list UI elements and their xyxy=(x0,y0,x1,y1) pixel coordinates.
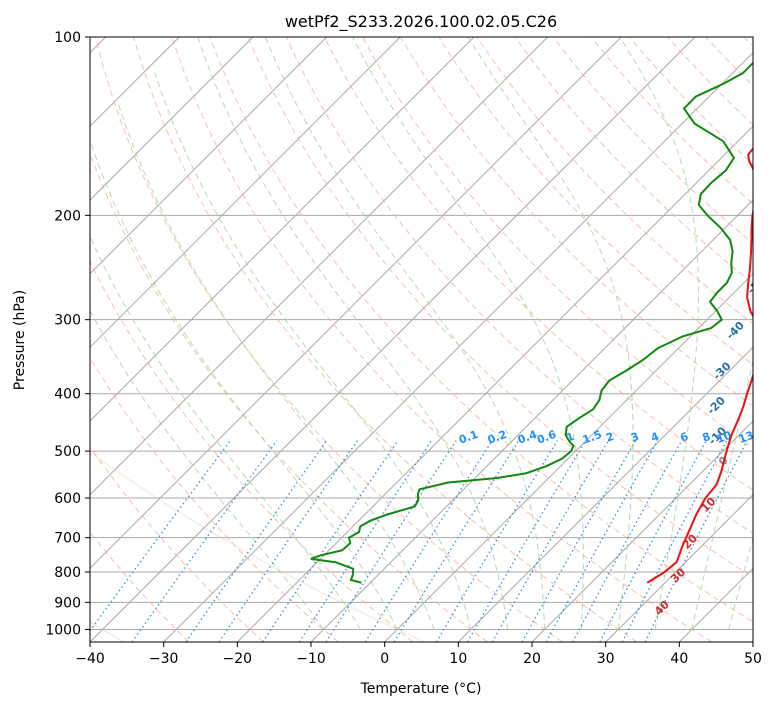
y-tick-label: 700 xyxy=(54,531,81,547)
mixing-ratio-line xyxy=(466,440,587,642)
moist-adiabat-line xyxy=(90,309,324,630)
mixing-ratio-label: 4 xyxy=(649,430,661,445)
moist-adiabat-line xyxy=(118,104,435,630)
dry-adiabat-line xyxy=(476,37,753,325)
dry-adiabat-line xyxy=(171,37,713,642)
mixing-ratio-label: 0.6 xyxy=(535,428,558,447)
mixing-ratio-line xyxy=(521,440,637,642)
mixing-ratio-line xyxy=(644,440,748,642)
moist-adiabat-line xyxy=(619,37,699,630)
isotherm-line xyxy=(90,37,401,349)
mixing-ratio-label: 6 xyxy=(679,430,691,445)
mixing-ratio-line xyxy=(491,440,609,642)
isotherm-line xyxy=(457,346,753,642)
plot-area: -100-90-80-70-60-50-40-30-20-10010203040… xyxy=(90,37,756,642)
x-tick-label: −20 xyxy=(223,651,253,667)
dry-adiabat-line xyxy=(514,37,753,285)
mixing-ratio-line xyxy=(599,440,707,642)
dewpoint-profile-line xyxy=(310,61,753,584)
dry-adiabat-line xyxy=(209,37,753,623)
x-tick-label: −30 xyxy=(149,651,179,667)
dry-adiabat-line xyxy=(90,445,264,642)
moist-adiabat-line xyxy=(691,357,753,630)
mixing-ratio-line xyxy=(185,440,328,642)
mixing-ratio-label: 0.4 xyxy=(516,428,539,447)
y-axis-label: Pressure (hPa) xyxy=(12,290,28,390)
x-tick-label: 30 xyxy=(597,651,615,667)
temperature-profile-line xyxy=(646,147,753,584)
y-tick-label: 800 xyxy=(54,565,81,581)
mixing-ratio-label: 0.1 xyxy=(457,428,480,447)
isotherm-line xyxy=(384,272,753,642)
dry-adiabat-line xyxy=(247,37,753,578)
isotherm-line xyxy=(90,37,475,422)
y-tick-label: 500 xyxy=(54,444,81,460)
y-tick-label: 600 xyxy=(54,491,81,507)
isotherm-line xyxy=(531,420,753,642)
isotherm-line xyxy=(90,37,696,642)
moist-adiabat-line xyxy=(467,37,634,630)
y-tick-label: 900 xyxy=(54,595,81,611)
x-tick-label: −10 xyxy=(296,651,326,667)
dry-adiabat-line xyxy=(323,37,753,491)
dry-adiabat-line xyxy=(90,260,414,642)
x-tick-label: 10 xyxy=(449,651,467,667)
x-tick-label: 50 xyxy=(744,651,762,667)
axes: −40 −30 −20 −10 0 10 20 30 40 5010020030040050060… xyxy=(45,30,762,667)
mixing-ratio-label: 1 xyxy=(564,430,576,445)
mixing-ratio-line xyxy=(364,440,493,642)
background-curve-line xyxy=(90,451,425,642)
x-axis-label: Temperature (°C) xyxy=(360,681,482,697)
mixing-ratio-label: 8 xyxy=(701,430,713,445)
moist-adiabat-line xyxy=(352,37,584,630)
isotherm-line xyxy=(90,37,622,570)
mixing-ratio-line xyxy=(435,440,558,642)
mixing-ratio-line xyxy=(621,440,728,642)
moist-adiabat-line xyxy=(197,37,509,630)
x-tick-label: 20 xyxy=(523,651,541,667)
x-tick-label: 0 xyxy=(380,651,389,667)
mixing-ratio-label: 2 xyxy=(604,430,616,445)
mixing-ratio-label: 3 xyxy=(629,430,641,445)
y-tick-label: 1000 xyxy=(45,622,81,638)
y-tick-label: 300 xyxy=(54,313,81,329)
y-tick-label: 400 xyxy=(54,387,81,403)
isotherm-line xyxy=(90,37,549,496)
moist-adiabat-line xyxy=(728,536,753,630)
moist-adiabat-line xyxy=(264,37,546,630)
chart-title: wetPf2_S233.2026.100.02.05.C26 xyxy=(285,12,557,32)
x-tick-label: 40 xyxy=(670,651,688,667)
mixing-ratio-label: 0.2 xyxy=(486,428,509,447)
x-tick-label: −40 xyxy=(75,651,105,667)
dry-adiabat-line xyxy=(285,37,753,534)
mixing-ratio-label: 1.5 xyxy=(581,428,604,447)
y-tick-label: 100 xyxy=(54,30,81,46)
axes-frame xyxy=(89,36,754,643)
mixing-ratio-line xyxy=(545,440,659,642)
isotherm-line xyxy=(605,493,753,642)
isotherm-line xyxy=(90,37,328,275)
mixing-ratio-label: 13 xyxy=(737,429,756,446)
mixing-ratio-line xyxy=(131,440,278,642)
moist-adiabat-line xyxy=(90,138,398,630)
mixing-ratio-line xyxy=(298,440,433,642)
mixing-ratio-line xyxy=(393,440,520,642)
dry-adiabat-line xyxy=(133,37,638,642)
dry-adiabat-line xyxy=(95,37,563,642)
y-tick-label: 200 xyxy=(54,208,81,224)
isotherm-line xyxy=(163,51,753,642)
isotherm-line xyxy=(90,37,254,201)
mixing-ratio-line xyxy=(572,440,683,642)
isotherm-line xyxy=(236,125,753,642)
moist-adiabat-line xyxy=(90,235,361,630)
